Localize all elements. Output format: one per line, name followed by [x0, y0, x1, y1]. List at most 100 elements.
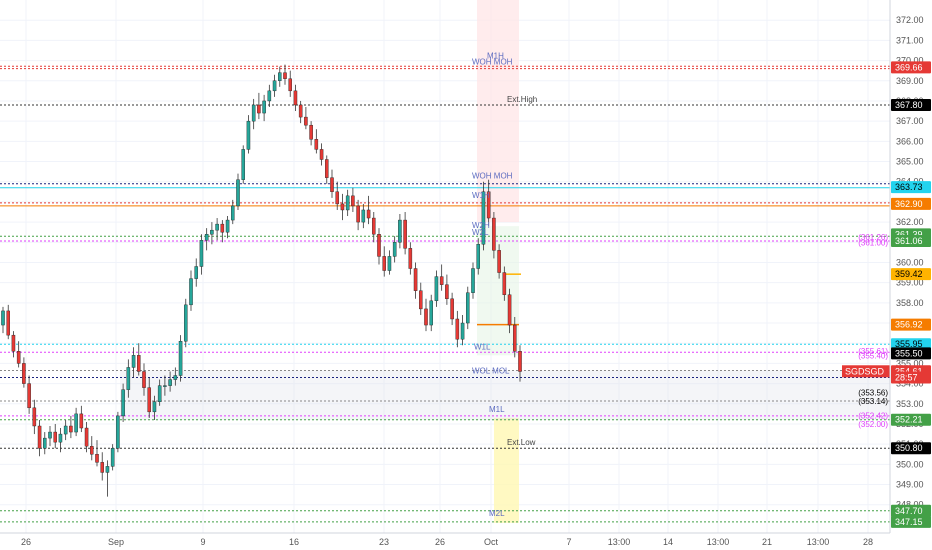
y-tick-label: 350.00 — [896, 459, 924, 469]
price-tag-label: 367.80 — [895, 100, 923, 110]
x-tick-label: 16 — [289, 537, 299, 547]
candle-body — [137, 355, 141, 372]
candle-body — [251, 104, 256, 122]
candle-body — [382, 256, 386, 271]
time-axis[interactable]: 26 Sep 9 16 23 26 Oct 7 13:00 14 13:00 21 13:00 28 — [0, 532, 932, 550]
price-tag — [891, 515, 931, 528]
zone-label: WOH MOH — [472, 172, 513, 181]
side-value-label: (355.61) — [858, 347, 888, 356]
y-tick-label: 371.00 — [896, 35, 924, 45]
candle-body — [215, 223, 219, 231]
candle-body — [220, 223, 225, 233]
x-tick-label: 21 — [762, 537, 772, 547]
price-axis[interactable]: 372.00371.00370.00369.00368.00367.00366.… — [889, 0, 932, 550]
y-tick-label: 365.00 — [896, 157, 924, 167]
candle-body — [32, 407, 37, 427]
candle-body — [335, 191, 339, 205]
candle-body — [84, 427, 89, 447]
monthly-high-zone — [477, 0, 519, 223]
candle-body — [278, 72, 282, 81]
candle-body — [262, 100, 266, 114]
candle-body — [298, 104, 303, 118]
candle-body — [419, 290, 423, 310]
candle-body — [126, 367, 131, 390]
price-tag — [891, 61, 931, 74]
side-value-label: (355.40) — [858, 351, 888, 360]
price-tag-label: 28:57 — [895, 373, 918, 383]
side-value-label: (361.00) — [858, 238, 888, 247]
weekly-range-zone — [477, 226, 519, 356]
candle-body — [27, 383, 31, 409]
candle-body — [434, 276, 439, 302]
x-tick-label: 23 — [379, 537, 389, 547]
price-tag-label: 355.95 — [895, 339, 923, 349]
price-tag-label: 347.70 — [895, 506, 923, 516]
candle-body — [48, 431, 52, 439]
level-layer — [0, 65, 890, 523]
candle-body — [43, 437, 47, 449]
y-tick-label: 353.00 — [896, 399, 924, 409]
candle-body — [345, 195, 350, 211]
candle-body — [319, 149, 324, 160]
candle-body — [22, 363, 26, 384]
x-tick-label: Sep — [108, 537, 124, 547]
candle-body — [236, 179, 240, 207]
candle-body — [309, 124, 313, 140]
candle-body — [69, 425, 73, 433]
candle-body — [100, 462, 104, 473]
candle-body — [356, 205, 360, 223]
y-tick-label: 372.00 — [896, 15, 924, 25]
candle-body — [79, 413, 84, 429]
price-tag-label: 361.39 — [895, 229, 923, 239]
candle-body — [486, 191, 491, 219]
candle-body — [507, 294, 512, 326]
side-value-label: (352.42) — [858, 411, 888, 420]
candle-body — [403, 219, 407, 249]
x-tick-label: 7 — [566, 537, 571, 547]
candle-body — [288, 78, 292, 92]
x-tick-label: 28 — [863, 537, 873, 547]
candle-body — [455, 318, 460, 340]
candle-body — [304, 116, 308, 126]
candle-body — [121, 389, 125, 417]
price-tag — [891, 504, 931, 517]
zone-layer — [120, 0, 890, 523]
candle-body — [476, 244, 480, 269]
price-tag — [891, 181, 931, 194]
candle-body — [267, 90, 272, 102]
candle-body — [246, 120, 251, 150]
candle-body — [272, 80, 277, 92]
candle-body — [372, 217, 376, 235]
price-tag-label: 361.06 — [895, 236, 923, 246]
zone-label: WOH MOH — [472, 58, 513, 67]
candle-body — [74, 413, 78, 433]
x-tick-label: 13:00 — [707, 537, 730, 547]
y-tick-label: 360.00 — [896, 257, 924, 267]
y-tick-label: 348.00 — [896, 500, 924, 510]
zone-label: M1H — [487, 52, 504, 61]
price-tag — [891, 413, 931, 426]
x-tick-label: 26 — [21, 537, 31, 547]
price-tag — [891, 268, 931, 281]
candle-body — [497, 250, 501, 273]
side-value-label: (353.56) — [858, 388, 888, 397]
y-tick-label: 367.00 — [896, 116, 924, 126]
candle-body — [408, 248, 413, 269]
candle-body — [241, 149, 245, 180]
candle-body — [184, 304, 188, 342]
candle-body — [11, 334, 16, 352]
candle-body — [105, 466, 110, 473]
price-tag-label: 355.50 — [895, 348, 923, 358]
price-tag-label: 350.80 — [895, 443, 923, 453]
y-tick-label: 362.00 — [896, 217, 924, 227]
candle-body — [481, 191, 486, 245]
candle-body — [225, 219, 230, 233]
x-tick-label: Oct — [484, 537, 499, 547]
candle-layer — [1, 64, 522, 497]
candle-body — [392, 242, 397, 257]
y-tick-label: 370.00 — [896, 56, 924, 66]
price-tag-label: 356.92 — [895, 320, 923, 330]
x-tick-label: 14 — [663, 537, 673, 547]
